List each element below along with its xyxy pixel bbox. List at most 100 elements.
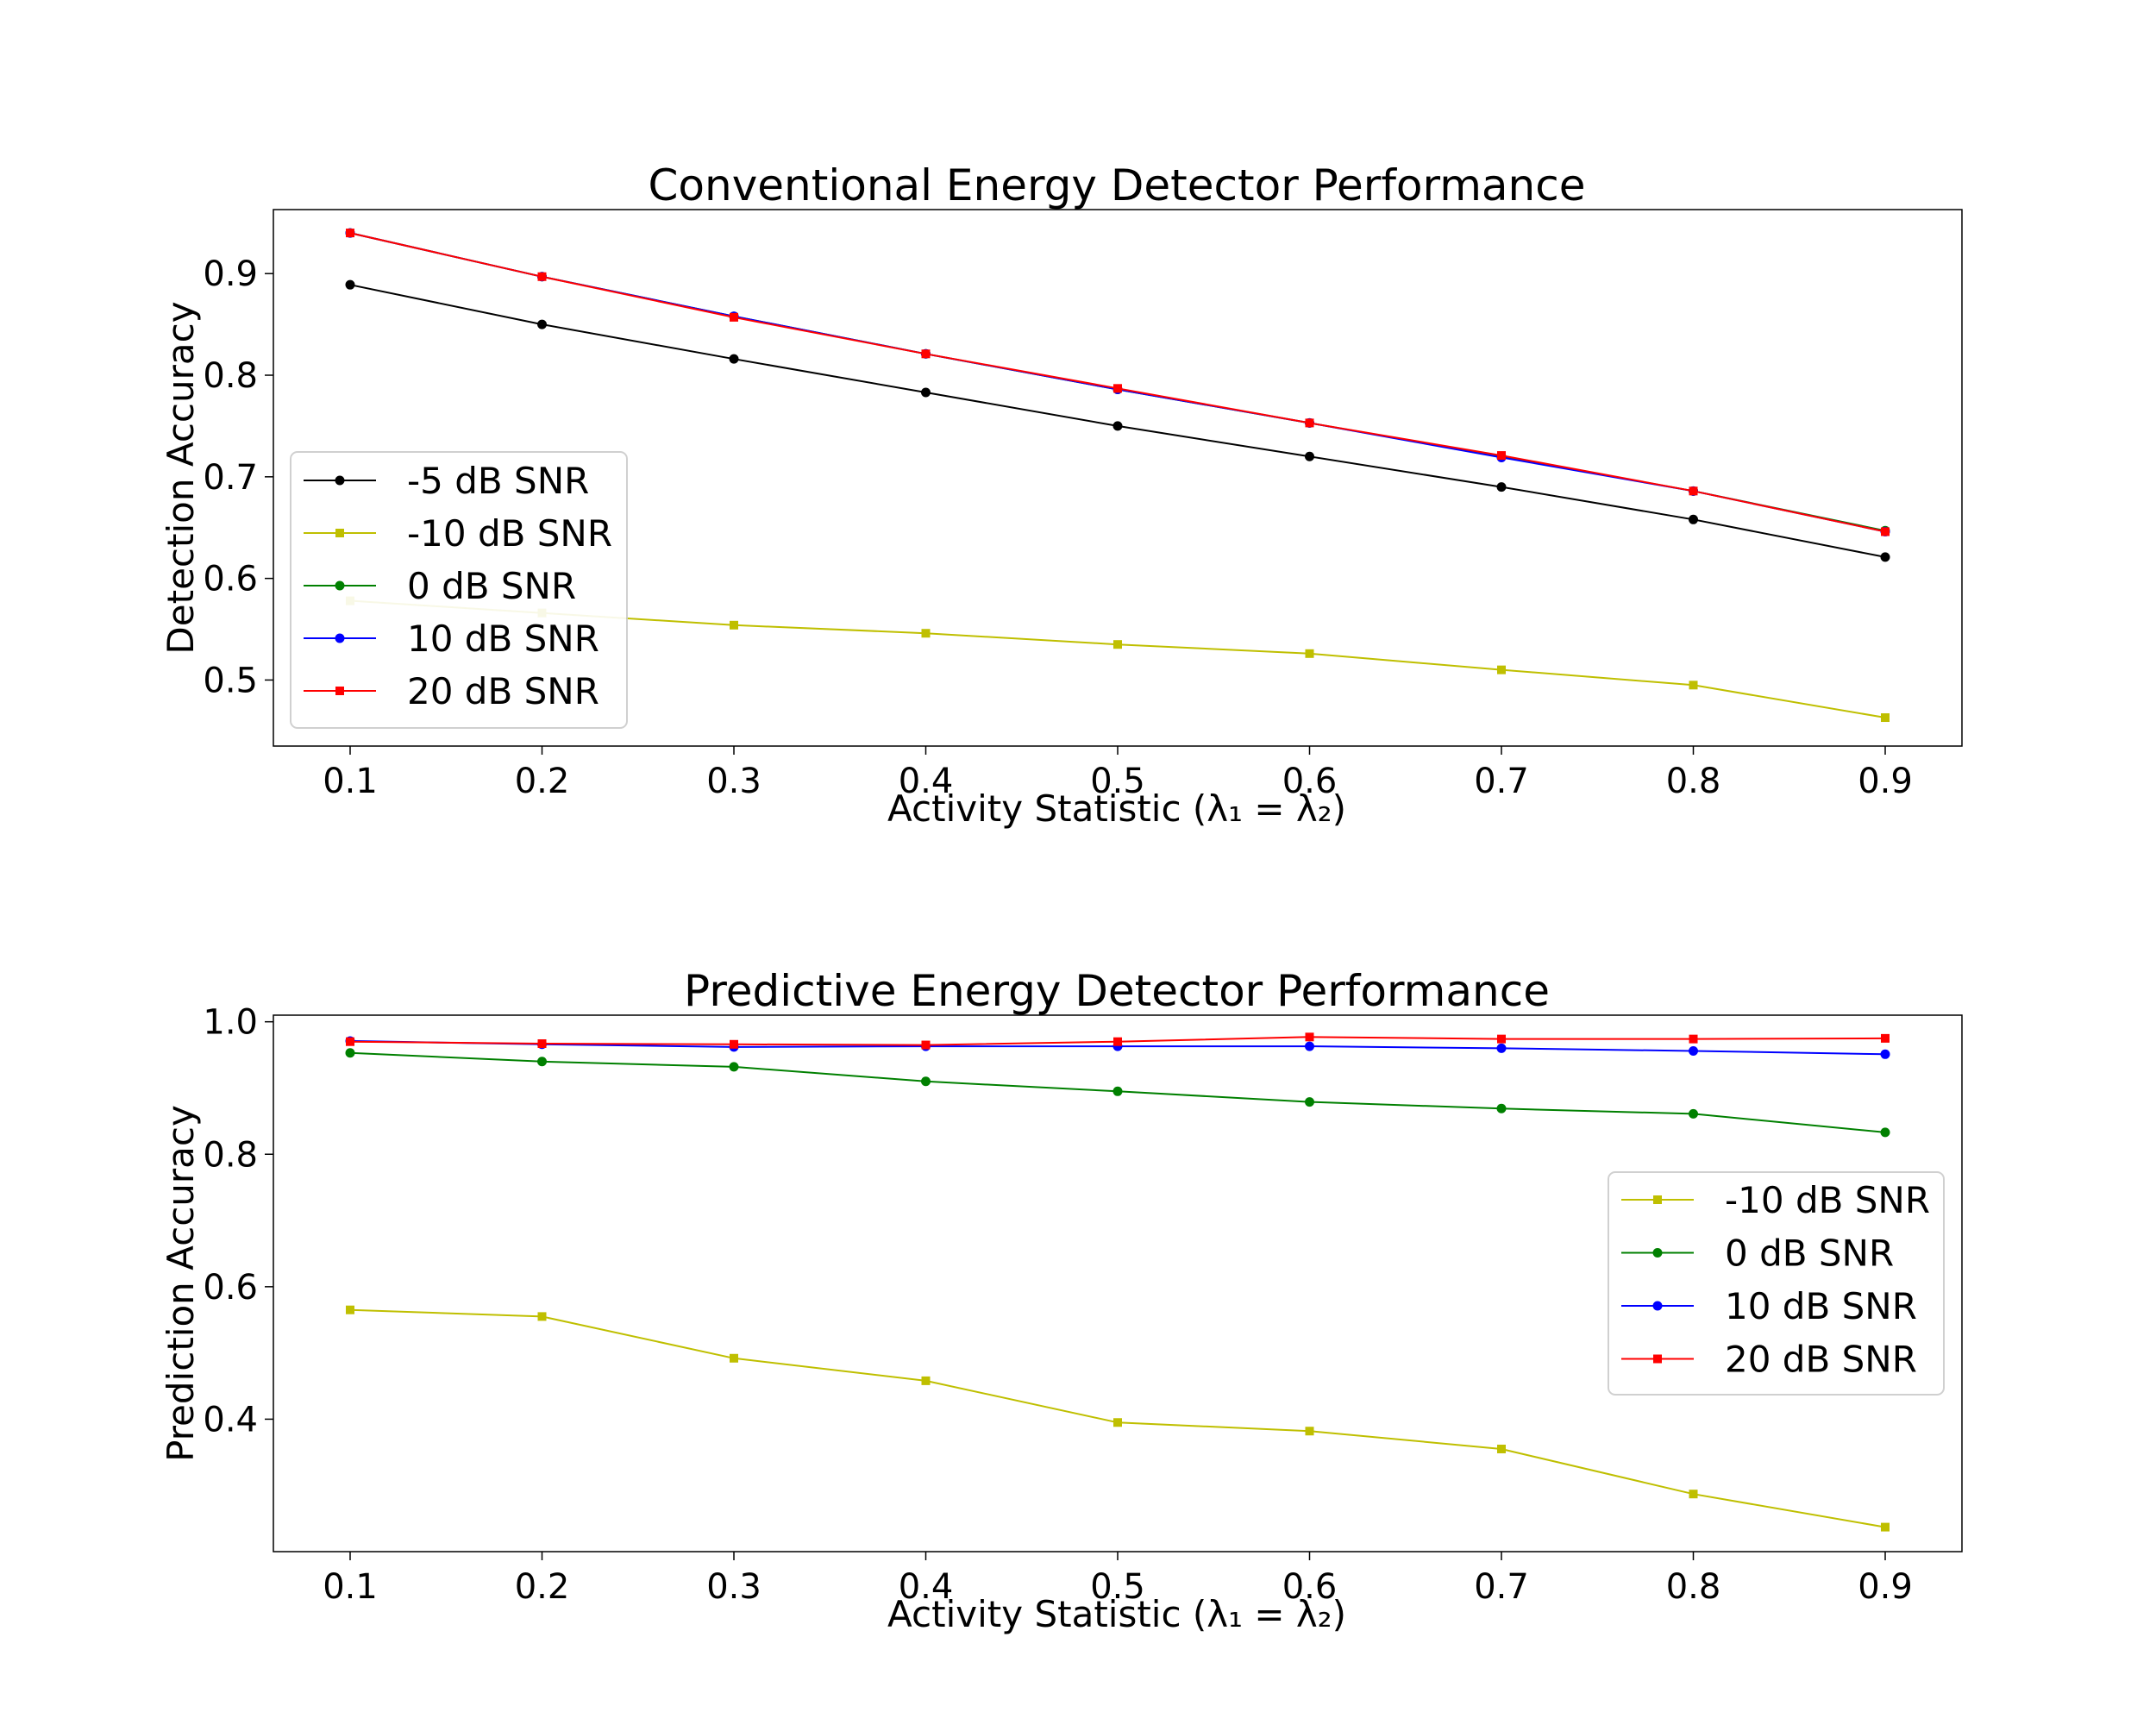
legend-marker [1652, 1301, 1663, 1311]
y-tick-label: 0.6 [203, 1268, 258, 1308]
y-tick-label: 1.0 [203, 1003, 258, 1043]
data-point [1880, 1127, 1890, 1138]
x-tick-label: 0.8 [1666, 762, 1721, 801]
x-tick-label: 0.6 [1282, 762, 1338, 801]
legend-box [290, 451, 628, 729]
data-point [729, 354, 739, 364]
y-tick-label: 0.4 [203, 1400, 258, 1440]
legend-marker [1652, 1248, 1663, 1258]
legend: -5 dB SNR -10 dB SNR 0 dB SNR 10 dB SNR 20 d… [290, 451, 628, 729]
y-ticks: 0.4 0.6 0.8 1.0 [203, 1003, 273, 1440]
legend-label: 20 dB SNR [407, 670, 599, 712]
x-tick-label: 0.3 [706, 762, 761, 801]
x-axis-label: Activity Statistic (λ₁ = λ₂) [887, 1593, 1346, 1635]
data-point [1496, 1103, 1507, 1113]
data-point [1305, 1041, 1314, 1051]
legend-entry: 0 dB SNR [1621, 1233, 1894, 1275]
y-tick-label: 0.5 [203, 661, 258, 700]
legend-entries: -10 dB SNR 0 dB SNR 10 dB SNR 20 dB SNR [1621, 1179, 1930, 1381]
series--10-db-snr [346, 1305, 1890, 1532]
legend-entry: 0 dB SNR [304, 565, 576, 607]
legend-label: 0 dB SNR [1725, 1233, 1894, 1275]
x-tick-label: 0.7 [1474, 1567, 1529, 1607]
x-tick-label: 0.3 [706, 1567, 761, 1607]
data-point [346, 1037, 354, 1046]
data-point [1496, 1043, 1507, 1053]
x-tick-label: 0.5 [1090, 1567, 1145, 1607]
data-point [921, 1040, 931, 1050]
data-point [1689, 1034, 1698, 1044]
y-tick-label: 0.7 [203, 458, 258, 498]
legend-entry: 10 dB SNR [304, 618, 599, 660]
data-point [1113, 640, 1122, 649]
data-point [1689, 681, 1698, 690]
legend-marker [335, 687, 344, 695]
data-point [1881, 1522, 1890, 1532]
legend-marker [1653, 1354, 1662, 1364]
data-point [537, 319, 547, 329]
x-tick-label: 0.7 [1474, 762, 1529, 801]
data-point [1881, 713, 1890, 723]
legend-entry: 10 dB SNR [1621, 1285, 1917, 1327]
legend-entry: -10 dB SNR [304, 512, 612, 555]
data-point [1305, 451, 1314, 461]
data-point [921, 629, 931, 638]
data-point [537, 1312, 547, 1321]
data-point [1113, 1418, 1122, 1427]
legend-marker [335, 580, 345, 591]
legend-marker [335, 633, 345, 643]
data-point [1881, 527, 1890, 536]
data-point [921, 387, 931, 398]
chart-marks [345, 1032, 1890, 1532]
x-tick-label: 0.1 [323, 1567, 378, 1607]
legend-marker [335, 529, 344, 537]
legend-label: 10 dB SNR [1725, 1285, 1917, 1327]
data-point [1497, 1034, 1506, 1044]
series-20-db-snr [346, 1032, 1890, 1050]
x-ticks: 0.1 0.2 0.3 0.4 0.5 0.6 0.7 0.8 0.9 [323, 746, 1913, 801]
data-point [537, 1039, 547, 1049]
data-point [1881, 1033, 1890, 1043]
legend-label: 10 dB SNR [407, 618, 599, 660]
data-point [1305, 1427, 1314, 1436]
legend-marker [335, 475, 345, 486]
series-0-db-snr [345, 1048, 1890, 1138]
data-point [729, 1062, 739, 1072]
data-point [730, 620, 738, 630]
data-point [1496, 482, 1507, 492]
x-ticks: 0.1 0.2 0.3 0.4 0.5 0.6 0.7 0.8 0.9 [323, 1552, 1913, 1607]
x-tick-label: 0.6 [1282, 1567, 1338, 1607]
data-point [1689, 1490, 1698, 1499]
x-tick-label: 0.4 [899, 1567, 954, 1607]
data-point [1689, 486, 1698, 496]
x-tick-label: 0.4 [899, 762, 954, 801]
data-point [1305, 1097, 1314, 1107]
y-ticks: 0.5 0.6 0.7 0.8 0.9 [203, 254, 273, 700]
y-tick-label: 0.6 [203, 560, 258, 599]
data-point [1497, 451, 1506, 461]
legend: -10 dB SNR 0 dB SNR 10 dB SNR 20 dB SNR [1608, 1171, 1945, 1396]
data-point [1689, 514, 1698, 524]
x-tick-label: 0.1 [323, 762, 378, 801]
data-point [346, 1305, 354, 1314]
data-point [1497, 1444, 1506, 1453]
data-point [1305, 649, 1314, 658]
data-point [1112, 421, 1123, 431]
data-point [537, 272, 547, 281]
y-tick-label: 0.9 [203, 254, 258, 294]
x-tick-label: 0.2 [515, 762, 570, 801]
data-point [1305, 418, 1314, 428]
x-tick-label: 0.8 [1666, 1567, 1721, 1607]
data-point [346, 229, 354, 238]
y-tick-label: 0.8 [203, 1135, 258, 1175]
y-axis-label: Prediction Accuracy [160, 1105, 202, 1462]
data-point [730, 312, 738, 322]
legend-label: 20 dB SNR [1725, 1339, 1917, 1381]
data-point [1305, 1032, 1314, 1042]
data-point [921, 349, 931, 359]
x-tick-label: 0.5 [1090, 762, 1145, 801]
legend-entry: -5 dB SNR [304, 460, 589, 502]
legend-label: -5 dB SNR [407, 460, 589, 502]
legend-entries: -5 dB SNR -10 dB SNR 0 dB SNR 10 dB SNR 20 d… [304, 460, 612, 712]
chart-title: Predictive Energy Detector Performance [684, 966, 1550, 1016]
